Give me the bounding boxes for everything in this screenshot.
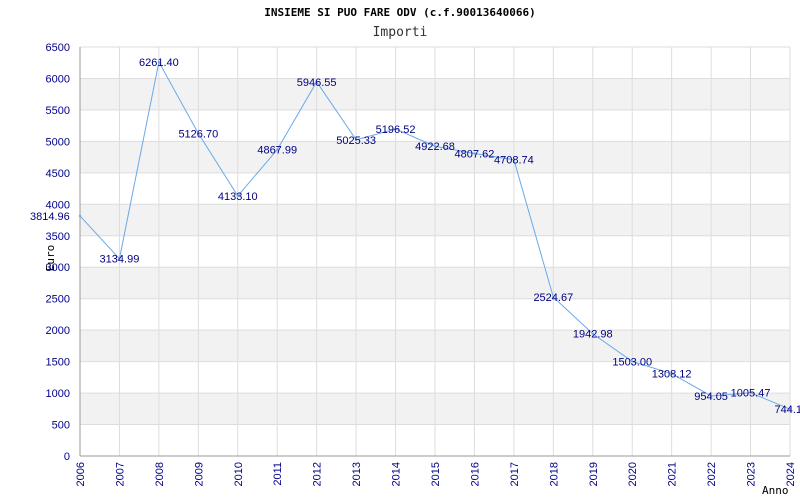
data-point [631,360,634,363]
x-tick-label: 2011 [272,462,284,486]
data-point [433,145,437,148]
y-axis-label: Euro [44,245,57,272]
y-tick-label: 2000 [46,325,70,337]
x-tick-label: 2020 [627,462,639,486]
data-label: 2524.67 [533,292,573,304]
data-label: 5196.52 [376,124,416,136]
data-label: 4867.99 [257,145,297,157]
data-label: 4708.74 [494,155,534,167]
data-point [276,148,279,151]
data-label: 3134.99 [100,254,140,266]
x-tick-label: 2012 [312,462,324,486]
x-tick-label: 2019 [588,462,600,486]
x-tick-label: 2024 [785,462,797,486]
x-tick-label: 2018 [548,462,560,486]
data-point [157,60,161,64]
x-tick-label: 2010 [233,462,245,486]
data-label: 4807.62 [455,148,495,160]
x-tick-label: 2014 [391,462,403,486]
data-point [512,158,516,161]
x-tick-label: 2008 [154,462,166,486]
chart-title: INSIEME SI PUO FARE ODV (c.f.90013640066… [264,6,536,19]
data-point [118,257,121,260]
x-tick-label: 2006 [75,462,87,486]
x-tick-label: 2013 [351,462,363,486]
x-tick-label: 2017 [509,462,521,486]
data-label: 744.1 [774,404,800,416]
y-tick-label: 5500 [46,105,70,117]
data-point [670,372,673,375]
data-point [354,138,358,141]
data-point [78,214,82,218]
y-axis-ticks: 0 500 1000 1500 2000 2500 3000 3500 4000 4500 5000… [46,42,70,463]
data-label: 1005.47 [731,388,771,400]
x-tick-label: 2009 [193,462,205,486]
data-point [709,394,713,398]
y-tick-label: 6000 [46,73,70,85]
data-point [788,407,792,411]
x-tick-label: 2022 [706,462,718,486]
x-axis-ticks: 2006 2007 2008 2009 2010 2011 2012 2013 2014 2015… [75,462,797,486]
x-tick-label: 2007 [114,462,126,486]
data-point [315,80,318,84]
y-tick-label: 6500 [46,42,70,54]
data-label: 3814.96 [30,211,70,223]
data-label: 5126.70 [178,128,218,140]
chart-subtitle: Importi [372,25,428,40]
x-axis-label: Anno [762,484,789,497]
data-label: 5025.33 [336,135,376,147]
data-label: 5946.55 [297,77,337,89]
x-tick-label: 2023 [746,462,758,486]
y-tick-label: 3000 [46,262,70,274]
data-label: 4133.10 [218,191,258,203]
y-tick-label: 1000 [46,388,70,400]
y-tick-label: 5000 [46,136,70,148]
data-labels: 3814.96 3134.99 6261.40 5126.70 4133.10 4867.… [30,57,800,416]
data-point [473,152,476,155]
x-tick-label: 2021 [667,462,679,486]
data-label: 1942.98 [573,329,613,341]
data-point [197,132,200,135]
y-tick-label: 3500 [46,231,70,243]
y-tick-label: 4500 [46,168,70,180]
data-label: 954.05 [694,391,728,403]
data-point [749,391,752,394]
y-tick-label: 0 [64,451,70,463]
data-label: 1503.00 [612,356,652,368]
grid-bands [79,46,791,457]
data-label: 4922.68 [415,141,455,153]
data-point [236,194,239,198]
x-tick-label: 2016 [469,462,481,486]
data-point [552,295,555,299]
data-point [591,332,594,335]
data-point [394,127,397,131]
y-tick-label: 500 [52,420,70,432]
data-label: 1308.12 [652,369,692,381]
y-tick-label: 2500 [46,294,70,306]
y-tick-label: 4000 [46,199,70,211]
series-group [78,60,792,411]
data-label: 6261.40 [139,57,179,69]
y-tick-label: 1500 [46,357,70,369]
x-tick-label: 2015 [430,462,442,486]
